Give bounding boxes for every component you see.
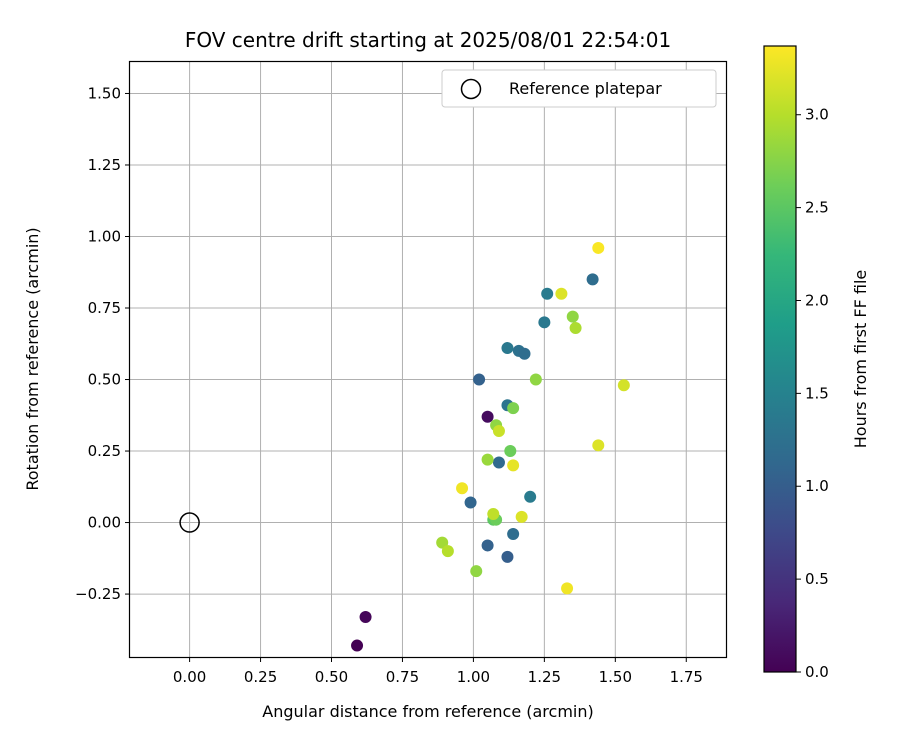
data-point bbox=[456, 482, 469, 495]
y-tick-label: −0.25 bbox=[75, 585, 121, 603]
data-point bbox=[569, 322, 582, 335]
data-point bbox=[541, 287, 554, 300]
x-axis-ticks: 0.00 0.25 0.50 0.75 1.00 1.25 1.50 1.75 bbox=[173, 657, 703, 686]
colorbar-tick-label: 2.5 bbox=[805, 199, 829, 217]
y-tick-label: 1.50 bbox=[88, 84, 121, 102]
data-point bbox=[507, 402, 520, 415]
data-point bbox=[481, 410, 494, 423]
colorbar-gradient bbox=[763, 45, 797, 673]
data-point bbox=[507, 459, 520, 472]
data-points bbox=[351, 241, 630, 652]
data-point bbox=[504, 445, 517, 458]
data-point bbox=[492, 425, 505, 438]
x-tick-label: 0.00 bbox=[173, 668, 206, 686]
data-point bbox=[501, 342, 514, 355]
data-point bbox=[592, 439, 605, 452]
y-tick-label: 1.25 bbox=[88, 156, 121, 174]
data-point bbox=[507, 527, 520, 540]
data-point bbox=[487, 507, 500, 520]
colorbar-tick-label: 0.5 bbox=[805, 570, 829, 588]
x-tick-label: 0.25 bbox=[244, 668, 277, 686]
colorbar-ticks: 0.0 0.5 1.0 1.5 2.0 2.5 3.0 bbox=[796, 106, 829, 681]
data-point bbox=[481, 453, 494, 466]
x-axis-label: Angular distance from reference (arcmin) bbox=[262, 702, 593, 721]
data-point bbox=[470, 565, 483, 578]
data-point bbox=[566, 310, 579, 323]
y-tick-label: 0.50 bbox=[88, 371, 121, 389]
data-point bbox=[441, 545, 454, 558]
y-tick-label: 1.00 bbox=[88, 227, 121, 245]
colorbar-tick-label: 1.5 bbox=[805, 384, 829, 402]
data-point bbox=[501, 550, 514, 563]
x-tick-label: 1.00 bbox=[457, 668, 490, 686]
x-tick-label: 0.50 bbox=[315, 668, 348, 686]
data-point bbox=[473, 373, 486, 386]
colorbar-tick-label: 1.0 bbox=[805, 477, 829, 495]
legend: Reference platepar bbox=[441, 69, 717, 108]
data-point bbox=[518, 347, 531, 360]
data-point bbox=[561, 582, 574, 595]
plot-frame bbox=[128, 60, 728, 659]
legend-box bbox=[441, 69, 717, 108]
data-point bbox=[359, 610, 372, 623]
y-tick-label: 0.25 bbox=[88, 442, 121, 460]
y-axis-label: Rotation from reference (arcmin) bbox=[23, 227, 42, 490]
x-tick-label: 0.75 bbox=[386, 668, 419, 686]
reference-platepar-marker bbox=[179, 512, 200, 533]
grid-lines bbox=[130, 62, 726, 657]
data-point bbox=[351, 639, 364, 652]
y-tick-label: 0.00 bbox=[88, 514, 121, 532]
legend-reference-marker bbox=[460, 78, 482, 100]
reference-layer bbox=[179, 512, 200, 533]
data-point bbox=[538, 316, 551, 329]
colorbar-label: Hours from first FF file bbox=[851, 270, 870, 449]
x-tick-label: 1.50 bbox=[599, 668, 632, 686]
data-point bbox=[586, 273, 599, 286]
y-axis-ticks: −0.25 0.00 0.25 0.50 0.75 1.00 1.25 1.50 bbox=[75, 84, 130, 603]
data-point bbox=[464, 496, 477, 509]
chart-title: FOV centre drift starting at 2025/08/01 … bbox=[185, 28, 671, 52]
colorbar: 0.0 0.5 1.0 1.5 2.0 2.5 3.0 Hours from first F… bbox=[763, 45, 870, 681]
legend-entry-label: Reference platepar bbox=[509, 79, 662, 98]
y-tick-label: 0.75 bbox=[88, 299, 121, 317]
data-point bbox=[529, 373, 542, 386]
data-point bbox=[617, 379, 630, 392]
data-point bbox=[492, 456, 505, 469]
data-point bbox=[436, 536, 449, 549]
data-point bbox=[481, 539, 494, 552]
data-point bbox=[592, 241, 605, 254]
colorbar-tick-label: 0.0 bbox=[805, 663, 829, 681]
x-tick-label: 1.25 bbox=[528, 668, 561, 686]
colorbar-tick-label: 2.0 bbox=[805, 291, 829, 309]
data-point bbox=[524, 490, 537, 503]
data-point bbox=[515, 510, 528, 523]
x-tick-label: 1.75 bbox=[670, 668, 703, 686]
data-point bbox=[555, 287, 568, 300]
colorbar-tick-label: 3.0 bbox=[805, 106, 829, 124]
